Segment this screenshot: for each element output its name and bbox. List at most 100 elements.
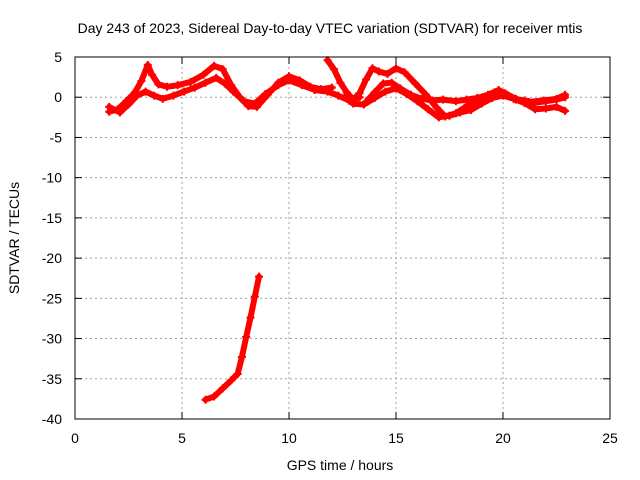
- data-point: [141, 87, 150, 96]
- data-point: [190, 83, 199, 92]
- y-tick-label: -25: [42, 290, 62, 306]
- data-point: [552, 95, 561, 104]
- data-point: [323, 87, 332, 96]
- data-point: [285, 76, 293, 85]
- series-track-6: [201, 272, 264, 404]
- data-point: [362, 75, 371, 84]
- x-axis-label: GPS time / hours: [287, 457, 394, 473]
- data-point: [115, 108, 124, 117]
- data-point: [261, 90, 270, 99]
- x-tick-label: 15: [388, 430, 404, 446]
- y-axis-label: SDTVAR / TECUs: [6, 182, 22, 294]
- series-track-5: [362, 78, 570, 107]
- data-point: [541, 97, 550, 106]
- y-tick-label: 5: [54, 49, 62, 65]
- data-point: [158, 94, 167, 103]
- data-point: [218, 384, 227, 393]
- data-point: [342, 88, 351, 97]
- data-point: [381, 87, 390, 96]
- axis-ticks: 0 5 10 15 20 25 5 0 -5 -10 -15 -20 -25 -30 -35 -40: [42, 49, 618, 446]
- data-point: [297, 81, 306, 90]
- data-point: [210, 392, 219, 401]
- data-point: [220, 79, 229, 88]
- data-point: [362, 98, 371, 107]
- data-point: [218, 65, 227, 74]
- data-point: [201, 78, 210, 87]
- data-point: [180, 87, 189, 96]
- series-line: [202, 273, 262, 403]
- data-point: [201, 395, 210, 404]
- data-point: [561, 106, 570, 115]
- x-tick-label: 0: [71, 430, 79, 446]
- data-point: [439, 95, 448, 104]
- data-point: [163, 82, 172, 91]
- data-point: [310, 85, 319, 94]
- y-tick-label: -20: [42, 250, 62, 266]
- data-point: [477, 99, 486, 108]
- data-point: [143, 61, 152, 70]
- data-point: [186, 77, 195, 86]
- data-point: [374, 67, 383, 76]
- data-point: [336, 78, 345, 87]
- data-point: [323, 56, 332, 65]
- x-tick-label: 25: [602, 430, 618, 446]
- data-point: [432, 103, 441, 112]
- data-point: [396, 84, 405, 93]
- data-point: [133, 91, 142, 100]
- data-point: [511, 95, 520, 104]
- y-tick-label: 0: [54, 89, 62, 105]
- data-point: [434, 113, 443, 122]
- data-point: [237, 353, 246, 362]
- data-point: [411, 79, 420, 88]
- data-point: [503, 90, 512, 99]
- data-point: [462, 95, 471, 104]
- series-line: [106, 74, 363, 116]
- grid-lines: [75, 57, 610, 419]
- data-point: [250, 99, 259, 108]
- data-point: [400, 68, 409, 77]
- series-track-2: [105, 73, 364, 117]
- data-point: [541, 104, 550, 113]
- data-point: [428, 96, 437, 105]
- data-point: [370, 88, 379, 97]
- y-tick-label: -30: [42, 331, 62, 347]
- data-point: [148, 70, 157, 79]
- y-tick-label: -10: [42, 170, 62, 186]
- data-point: [494, 85, 503, 94]
- data-point: [334, 91, 343, 100]
- data-point: [383, 69, 392, 78]
- data-point: [199, 70, 208, 79]
- data-point: [561, 93, 570, 102]
- plot-frame: [74, 56, 611, 420]
- data-point: [124, 100, 133, 109]
- data-point: [274, 81, 283, 90]
- x-tick-label: 20: [495, 430, 511, 446]
- data-point: [246, 313, 255, 322]
- data-point: [520, 96, 529, 105]
- data-point: [255, 272, 264, 281]
- data-point: [233, 369, 242, 378]
- data-point: [150, 91, 159, 100]
- data-point: [456, 108, 465, 117]
- data-point: [105, 102, 114, 111]
- series-line: [341, 85, 569, 121]
- data-point: [368, 64, 377, 73]
- data-point: [154, 80, 163, 89]
- data-point: [451, 97, 460, 106]
- data-point: [417, 94, 426, 103]
- y-tick-label: -35: [42, 371, 62, 387]
- data-point: [473, 94, 482, 103]
- data-point: [552, 102, 561, 111]
- data-point: [466, 106, 475, 115]
- data-point: [424, 105, 433, 114]
- data-point: [173, 81, 182, 90]
- data-series: [105, 56, 570, 404]
- x-tick-label: 5: [178, 430, 186, 446]
- data-point: [242, 332, 251, 341]
- y-tick-label: -15: [42, 210, 62, 226]
- y-tick-label: -5: [50, 129, 63, 145]
- data-point: [392, 64, 400, 73]
- y-tick-label: -40: [42, 411, 62, 427]
- data-point: [445, 111, 454, 120]
